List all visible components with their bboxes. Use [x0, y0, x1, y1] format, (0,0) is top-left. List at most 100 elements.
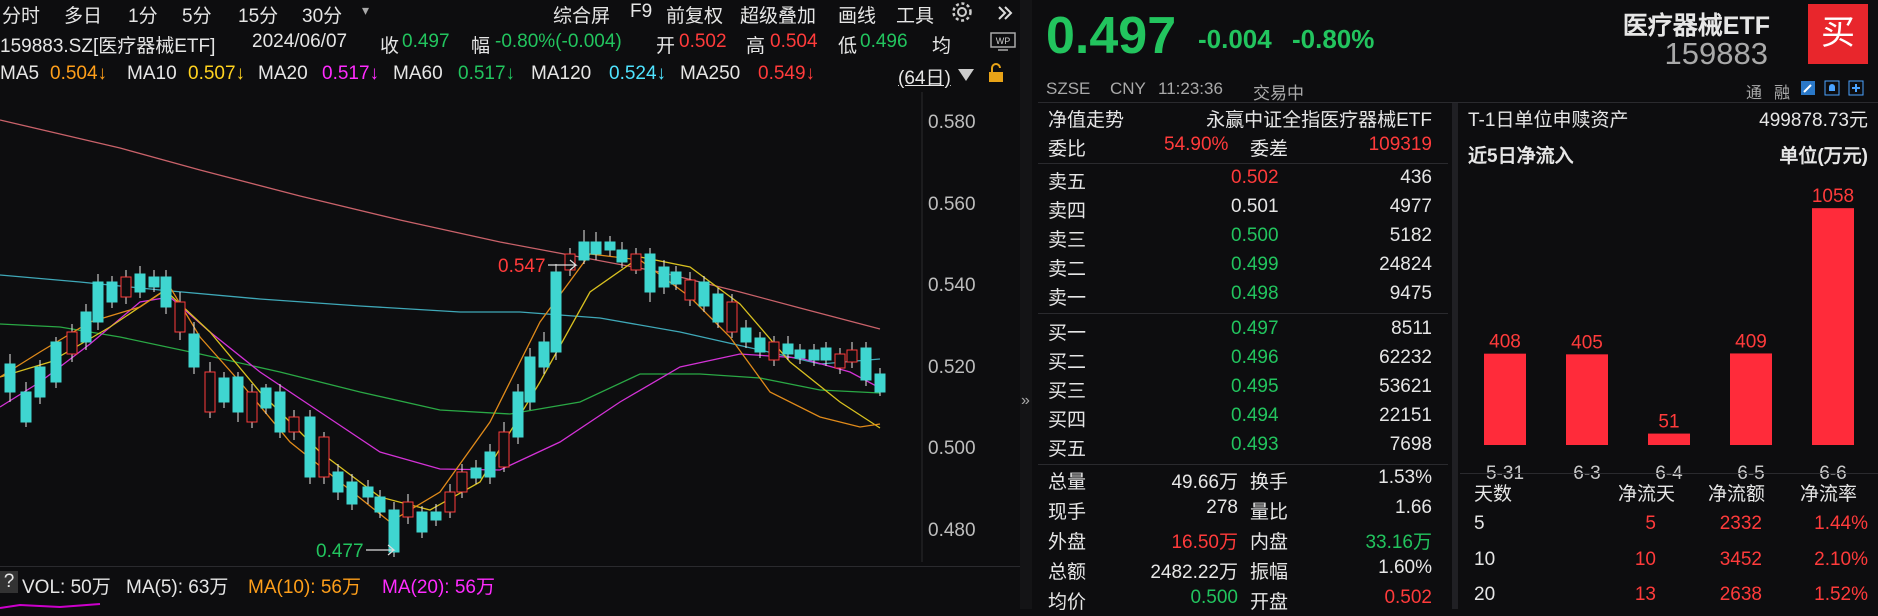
kline-chart[interactable]: 0.580 0.560 0.540 0.520 0.500 0.480 0.54…: [0, 92, 1020, 562]
candle-body: [808, 349, 820, 361]
exchange-label: SZSE: [1046, 79, 1091, 98]
price-axis: 0.580 0.560 0.540 0.520 0.500 0.480: [928, 112, 976, 541]
bid-row[interactable]: 买四 0.494 22151: [1038, 405, 1448, 434]
price-change-pct: -0.80%: [1292, 24, 1375, 54]
candle-body: [578, 241, 590, 261]
security-name: 医疗器械ETF: [1622, 12, 1770, 40]
bid-label: 买二: [1048, 352, 1087, 373]
candle-body: [658, 266, 670, 288]
ask-row[interactable]: 卖二 0.499 24824: [1038, 254, 1448, 283]
settings-gear-icon[interactable]: [950, 0, 974, 30]
candle-body: [444, 491, 456, 513]
axis-tick: 0.520: [928, 357, 976, 378]
edit-icon[interactable]: [1800, 80, 1816, 102]
buy-button[interactable]: 买: [1808, 4, 1868, 64]
change-value: -0.80%(-0.004): [495, 31, 622, 52]
candle-body: [362, 486, 374, 498]
overlay-button[interactable]: 超级叠加: [740, 6, 817, 27]
ma5-value: 0.504↓: [50, 63, 108, 84]
bid-label: 买四: [1048, 410, 1087, 431]
svg-text:WP: WP: [996, 36, 1011, 46]
tab-30min[interactable]: 30分: [302, 6, 343, 27]
candle-body: [218, 377, 230, 403]
candle-body: [604, 241, 616, 251]
stat-value: 2482.22万: [1150, 562, 1238, 583]
tong-label: 通: [1746, 85, 1763, 102]
candle-body: [524, 356, 536, 403]
table-cell: 2.10%: [1814, 549, 1868, 570]
table-row: 20 13 2638 1.52%: [1460, 584, 1878, 613]
rong-label: 融: [1774, 85, 1791, 102]
bell-icon[interactable]: [1824, 80, 1840, 102]
f9-button[interactable]: F9: [630, 1, 653, 22]
table-cell: 5: [1474, 513, 1485, 534]
candle-body: [794, 349, 806, 359]
close-label: 收: [380, 36, 400, 57]
stat-value: 16.50万: [1171, 532, 1238, 553]
collapse-panel-icon[interactable]: »: [1021, 392, 1030, 409]
bid-price: 0.494: [1231, 405, 1279, 426]
nav-trend-link[interactable]: 净值走势: [1048, 110, 1125, 131]
stat-label: 内盘: [1250, 532, 1289, 553]
close-value: 0.497: [402, 31, 450, 52]
ma250-label: MA250: [680, 63, 741, 84]
table-cell: 1.44%: [1814, 513, 1868, 534]
ma120-label: MA120: [531, 63, 592, 84]
lock-icon[interactable]: [987, 63, 1005, 89]
ask-row[interactable]: 卖四 0.501 4977: [1038, 196, 1448, 225]
candle-body: [332, 471, 344, 493]
bid-row[interactable]: 买一 0.497 8511: [1038, 318, 1448, 347]
candle-body: [782, 343, 794, 355]
ma20-label: MA20: [258, 63, 308, 84]
forward-adjust-button[interactable]: 前复权: [666, 6, 724, 27]
stat-value: 0.500: [1190, 587, 1238, 608]
bid-price: 0.496: [1231, 347, 1279, 368]
bid-volume: 53621: [1379, 376, 1432, 397]
expand-right-icon[interactable]: [992, 0, 1018, 26]
tab-fenshi[interactable]: 分时: [2, 6, 41, 27]
bid-row[interactable]: 买五 0.493 7698: [1038, 434, 1448, 463]
bar-value-label: 409: [1735, 331, 1767, 352]
candle-body: [134, 273, 146, 293]
tab-5min[interactable]: 5分: [182, 6, 212, 27]
stat-label: 均价: [1048, 592, 1087, 613]
tab-multi-day[interactable]: 多日: [64, 6, 103, 27]
composite-screen-button[interactable]: 综合屏: [553, 6, 611, 27]
tools-button[interactable]: 工具: [896, 6, 935, 27]
ask-volume: 4977: [1389, 196, 1432, 217]
axis-tick: 0.560: [928, 194, 976, 215]
symbol-label: 159883.SZ[医疗器械ETF]: [0, 36, 216, 57]
table-cell: 2332: [1719, 513, 1762, 534]
wp-icon[interactable]: WP: [990, 31, 1016, 53]
stat-label: 外盘: [1048, 532, 1087, 553]
bid-price: 0.493: [1231, 434, 1279, 455]
bid-row[interactable]: 买二 0.496 62232: [1038, 347, 1448, 376]
tab-1min[interactable]: 1分: [128, 6, 158, 27]
tab-15min[interactable]: 15分: [238, 6, 279, 27]
ask-row[interactable]: 卖五 0.502 436: [1038, 167, 1448, 196]
ask-price: 0.498: [1231, 283, 1279, 304]
period-dropdown-icon[interactable]: ▾: [362, 2, 370, 18]
table-cell: 13: [1634, 584, 1656, 605]
candle-body: [304, 416, 316, 478]
table-cell: 5: [1645, 513, 1656, 534]
draw-line-button[interactable]: 画线: [838, 6, 877, 27]
candle-body: [726, 301, 738, 333]
bar-value-label: 408: [1489, 332, 1521, 353]
weibi-label: 委比: [1048, 139, 1087, 160]
candle-body: [246, 391, 258, 423]
help-button[interactable]: ?: [0, 571, 18, 593]
ma10-line: [0, 256, 881, 511]
triangle-down-icon[interactable]: [958, 66, 974, 88]
high-value: 0.504: [770, 31, 818, 52]
ask-row[interactable]: 卖三 0.500 5182: [1038, 225, 1448, 254]
ask-row[interactable]: 卖一 0.498 9475: [1038, 283, 1448, 312]
candle-body: [768, 341, 780, 361]
add-icon[interactable]: [1848, 80, 1864, 102]
candle-body: [470, 467, 482, 479]
period-count[interactable]: (64日): [898, 68, 951, 89]
table-row: 10 10 3452 2.10%: [1460, 549, 1878, 578]
ma60-value: 0.517↓: [458, 63, 516, 84]
bid-row[interactable]: 买三 0.495 53621: [1038, 376, 1448, 405]
